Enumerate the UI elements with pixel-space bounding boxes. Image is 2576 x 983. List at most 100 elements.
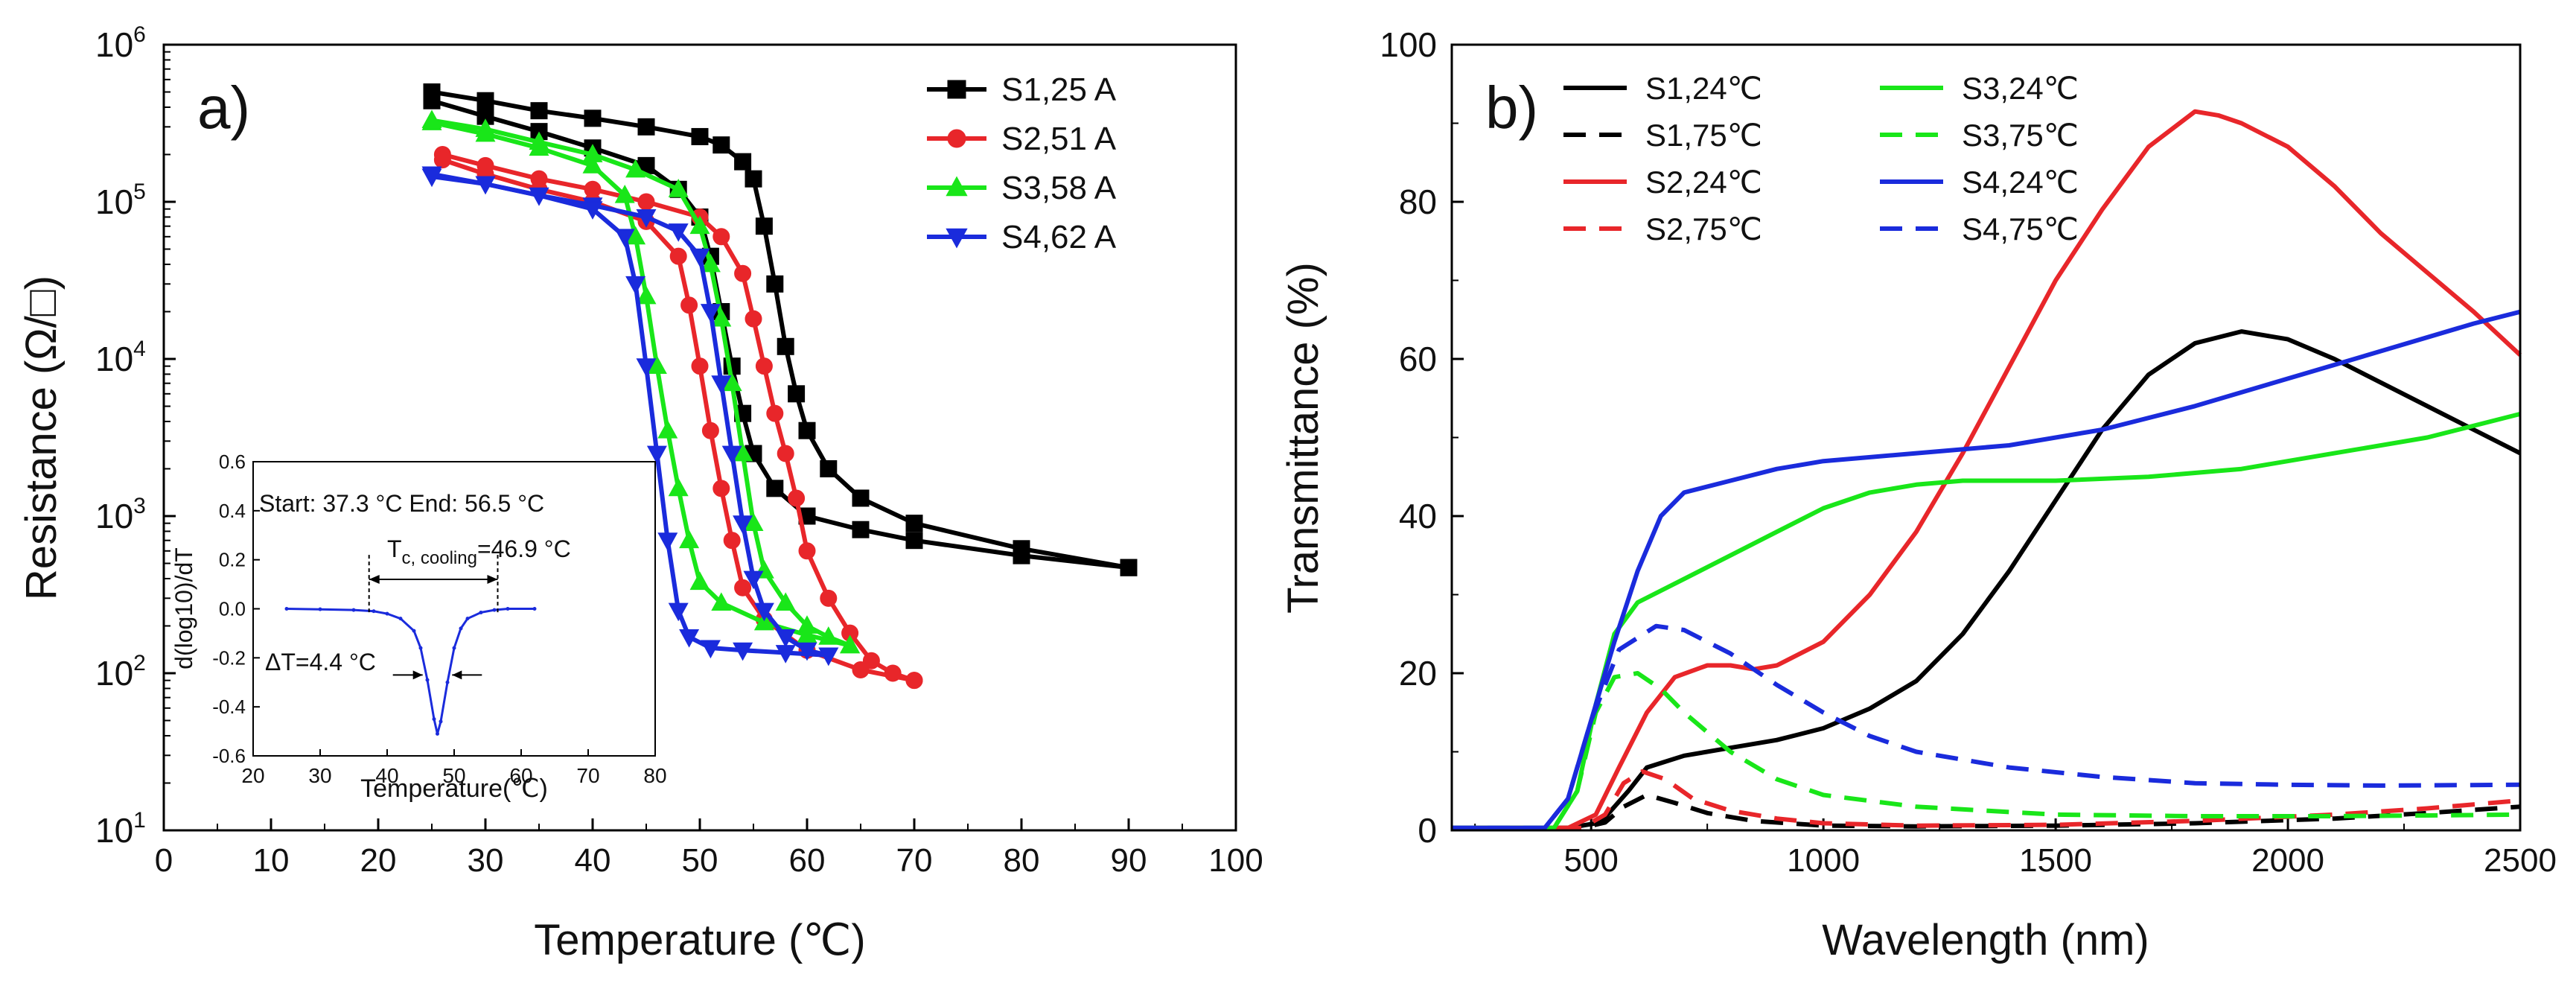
inset-tc-label: Tc, cooling=46.9 °C	[387, 535, 571, 568]
data-point	[905, 532, 923, 550]
panel-a-ytick-exp: 6	[133, 22, 146, 47]
inset-ytick-label: -0.2	[212, 646, 246, 669]
data-point	[734, 153, 752, 171]
data-point	[668, 223, 689, 242]
data-point	[668, 477, 689, 497]
inset-data-point	[318, 607, 322, 611]
data-point	[755, 217, 773, 235]
panel-a-ytick-exp: 3	[133, 494, 146, 518]
panel-b-xlabel: Wavelength (nm)	[1822, 916, 2149, 964]
inset-arrowhead-left	[369, 575, 380, 584]
data-point	[775, 592, 796, 611]
data-point	[582, 155, 603, 174]
inset-data-point	[351, 608, 356, 612]
data-point	[700, 253, 721, 273]
inset-data-point	[439, 719, 443, 724]
data-point	[680, 296, 698, 314]
data-point	[679, 529, 700, 549]
panel-b-xtick-label: 500	[1563, 842, 1618, 879]
legend-marker	[947, 129, 966, 148]
panel-a-xtick-label: 80	[1004, 842, 1040, 879]
panel-a-xtick-label: 30	[468, 842, 504, 879]
data-point	[689, 571, 710, 591]
data-point	[777, 445, 794, 462]
series-4-line	[1452, 769, 2521, 830]
panel-a-xtick-label: 10	[253, 842, 290, 879]
panel-b-ytick-label: 40	[1399, 497, 1437, 535]
data-point	[818, 647, 839, 667]
series-line	[431, 120, 851, 648]
inset-arrowhead-right	[487, 575, 498, 584]
inset-ylabel: d(log10)/dT	[170, 547, 197, 669]
data-point	[691, 357, 709, 375]
data-point	[529, 137, 549, 156]
inset-derivative-line	[286, 608, 535, 734]
panel-b-ytick-label: 20	[1399, 654, 1437, 693]
legend-label: S3,24℃	[1962, 71, 2079, 106]
data-point	[852, 521, 870, 538]
data-point	[668, 602, 689, 622]
panel-b-legend: S1,24℃ S1,75℃ S2,24℃ S2,75℃ S3,24℃ S3,75℃ S4,2…	[1563, 71, 2079, 246]
inset-start-end: Start: 37.3 °C End: 56.5 °C	[259, 490, 544, 517]
data-point	[433, 151, 451, 169]
inset-data-point	[425, 678, 430, 682]
inset-data-point	[372, 609, 376, 614]
inset-ytick-label: 0.4	[219, 500, 246, 522]
panel-a-xtick-label: 70	[896, 842, 933, 879]
inset-annotation-marks	[368, 555, 499, 680]
panel-a-xtick-label: 50	[682, 842, 718, 879]
inset-tc-value: =46.9 °C	[477, 535, 571, 562]
panel-a-legend: S1,25 A S2,51 A S3,58 A S4,62 A	[927, 71, 1117, 255]
legend-label: S2,24℃	[1645, 165, 1762, 200]
inset-data-point	[284, 607, 289, 611]
data-point	[423, 92, 441, 109]
panel-b-ytick-label: 60	[1399, 340, 1437, 378]
inset-tc-sub: c, cooling	[402, 548, 477, 568]
panel-a-label: a)	[197, 74, 250, 141]
panel-a-ytick-exp: 4	[133, 337, 146, 361]
panel-a-ytick-label: 102	[95, 651, 146, 693]
inset-ytick-label: 0.2	[219, 549, 246, 571]
series-2-line	[1452, 792, 2521, 830]
inset-ticks: 20 30 40 50 60 70 80 -0.6 -0.4 -0.2 0.0 0.2 0.4 0.6	[212, 451, 666, 787]
inset-frame	[252, 461, 656, 757]
legend-marker	[946, 228, 968, 249]
inset-data-point	[506, 607, 510, 611]
series-8-line	[1452, 623, 2521, 830]
panel-a-xtick-label: 20	[360, 842, 397, 879]
data-point	[421, 112, 442, 130]
panel-a-ytick-exp: 2	[133, 651, 146, 675]
data-point	[679, 629, 700, 648]
data-point	[852, 489, 870, 507]
legend-label: S3,58 A	[1001, 170, 1117, 206]
data-point	[788, 489, 806, 507]
data-point	[668, 179, 689, 197]
panel-a-xtick-label: 0	[155, 842, 173, 879]
panel-b-ytick-label: 0	[1418, 811, 1437, 850]
data-point	[734, 579, 752, 597]
data-point	[775, 629, 796, 648]
legend-label: S1,75℃	[1645, 118, 1762, 153]
data-point	[646, 445, 667, 465]
inset-xtick-label: 20	[241, 764, 264, 787]
series-3	[421, 109, 861, 654]
inset-data-point	[398, 617, 403, 621]
data-point	[820, 459, 838, 477]
data-point	[614, 185, 635, 203]
data-point	[797, 642, 817, 661]
data-point	[689, 248, 710, 267]
inset-data-point	[532, 607, 537, 611]
data-point	[766, 480, 784, 497]
data-point	[723, 532, 741, 550]
inset-xtick-label: 70	[576, 764, 599, 787]
panel-a-xtick-label: 90	[1111, 842, 1147, 879]
panel-b-label: b)	[1485, 74, 1538, 141]
data-point	[614, 229, 635, 248]
data-point	[701, 421, 719, 439]
data-point	[711, 592, 732, 611]
panel-a-ytick-exp: 5	[133, 179, 146, 204]
panel-a-ytick-base: 10	[95, 811, 133, 850]
panel-b-ticks: 500 1000 1500 2000 2500 0 20 40 60 80 100	[1380, 25, 2557, 879]
panel-a-xtick-label: 40	[575, 842, 611, 879]
